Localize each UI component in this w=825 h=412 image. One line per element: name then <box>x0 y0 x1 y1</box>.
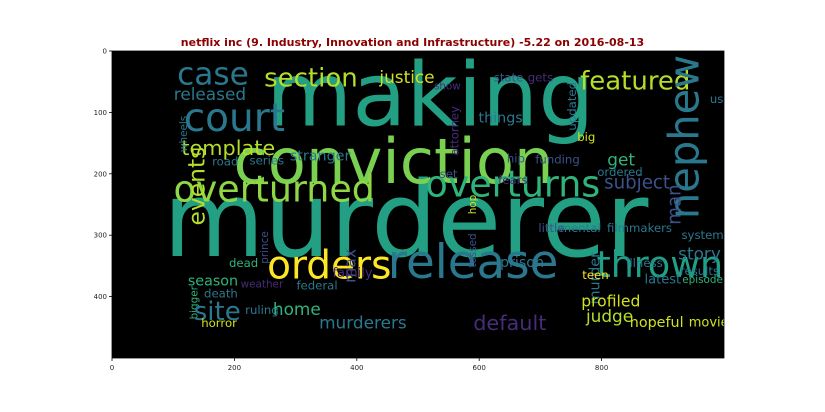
chart-title: netflix inc (9. Industry, Innovation and… <box>180 36 645 49</box>
word-thrown: thrown <box>596 243 723 286</box>
y-tick-label: 0 <box>103 48 107 56</box>
word-teen: teen <box>582 268 608 282</box>
y-tick-label: 400 <box>94 293 107 301</box>
word-horror: horror <box>201 316 237 330</box>
word-case: case <box>177 56 249 92</box>
word-federal: federal <box>296 279 337 293</box>
word-us: us <box>710 92 724 106</box>
word-tossed: tossed <box>467 233 479 267</box>
word-state: state <box>494 70 524 84</box>
word-court: court <box>184 96 285 141</box>
word-updated: updated <box>565 82 579 131</box>
x-tick-label: 0 <box>110 364 114 372</box>
word-things: things <box>479 111 523 127</box>
word-fears: fears <box>498 173 527 187</box>
word-season: season <box>188 273 238 289</box>
word-featured: featured <box>580 67 690 97</box>
word-overturns: overturns <box>425 163 600 206</box>
word-series: series <box>250 153 285 167</box>
word-murderer: murderer <box>163 159 649 281</box>
word-orders: orders <box>267 243 391 288</box>
word-results: results <box>680 264 719 278</box>
word-site: site <box>194 297 241 327</box>
word-hopeful: hopeful <box>630 315 684 331</box>
word-movie: movie <box>689 316 729 331</box>
word-released: released <box>174 84 246 104</box>
y-axis: 0 100 200 300 400 <box>94 48 112 301</box>
word-get: get <box>607 150 635 170</box>
word-filmmakers: filmmakers <box>607 221 672 235</box>
word-family: family <box>332 266 372 281</box>
word-set: set <box>440 167 458 181</box>
word-profiled: profiled <box>581 293 640 311</box>
word-show: show <box>434 81 461 93</box>
word-episode: episode <box>682 274 723 286</box>
word-funding: funding <box>535 153 579 167</box>
word-dead: dead <box>229 256 258 270</box>
word-justice: justice <box>378 67 434 87</box>
word-hop: hop <box>467 194 479 214</box>
word-story: story <box>678 244 721 264</box>
plot-area <box>112 51 724 358</box>
word-overturned: overturned <box>174 168 375 211</box>
word-template: template <box>181 136 275 160</box>
word-release: release <box>388 236 559 290</box>
word-road: road <box>212 155 238 169</box>
word-man: man <box>665 184 686 224</box>
word-death: death <box>204 287 238 301</box>
x-tick-label: 800 <box>595 364 608 372</box>
word-hip: hip <box>507 151 525 165</box>
word-max: max <box>342 249 360 283</box>
x-tick-label: 600 <box>473 364 486 372</box>
word-murder: murder <box>587 252 603 304</box>
word-system: system <box>681 228 723 242</box>
word-bigger: bigger <box>189 285 201 319</box>
word-prince: prince <box>259 231 271 263</box>
word-wheels: wheels <box>178 116 190 152</box>
word-stranger: stranger <box>290 149 351 165</box>
word-mental: mental <box>560 221 601 235</box>
x-tick-label: 400 <box>350 364 363 372</box>
word-nephew: nephew <box>660 55 709 219</box>
word-events: events <box>182 147 210 226</box>
y-tick-label: 300 <box>94 232 107 240</box>
word-home: home <box>273 299 321 319</box>
word-illness: illness <box>626 256 663 270</box>
word-latest: latest <box>645 273 682 288</box>
word-big: big <box>577 130 595 144</box>
word-ruling: ruling <box>245 303 279 317</box>
word-prison: prison <box>500 255 544 271</box>
word-ordered: ordered <box>597 165 643 179</box>
word-murderers: murderers <box>319 312 407 332</box>
word-judge: judge <box>585 306 633 326</box>
y-tick-label: 200 <box>94 170 107 178</box>
word-little: little <box>538 221 564 235</box>
y-tick-label: 100 <box>94 109 107 117</box>
word-gets: gets <box>528 70 553 84</box>
word-subject: subject <box>604 173 670 194</box>
word-weather: weather <box>241 278 284 290</box>
plot-frame <box>111 50 725 359</box>
word-section: section <box>264 64 358 94</box>
word-attorney: attorney <box>448 106 462 156</box>
word-default: default <box>473 311 546 335</box>
word-making: making <box>266 44 594 147</box>
x-tick-label: 200 <box>228 364 241 372</box>
word-conviction: conviction <box>233 125 553 198</box>
x-axis: 0 200 400 600 800 <box>110 358 608 372</box>
